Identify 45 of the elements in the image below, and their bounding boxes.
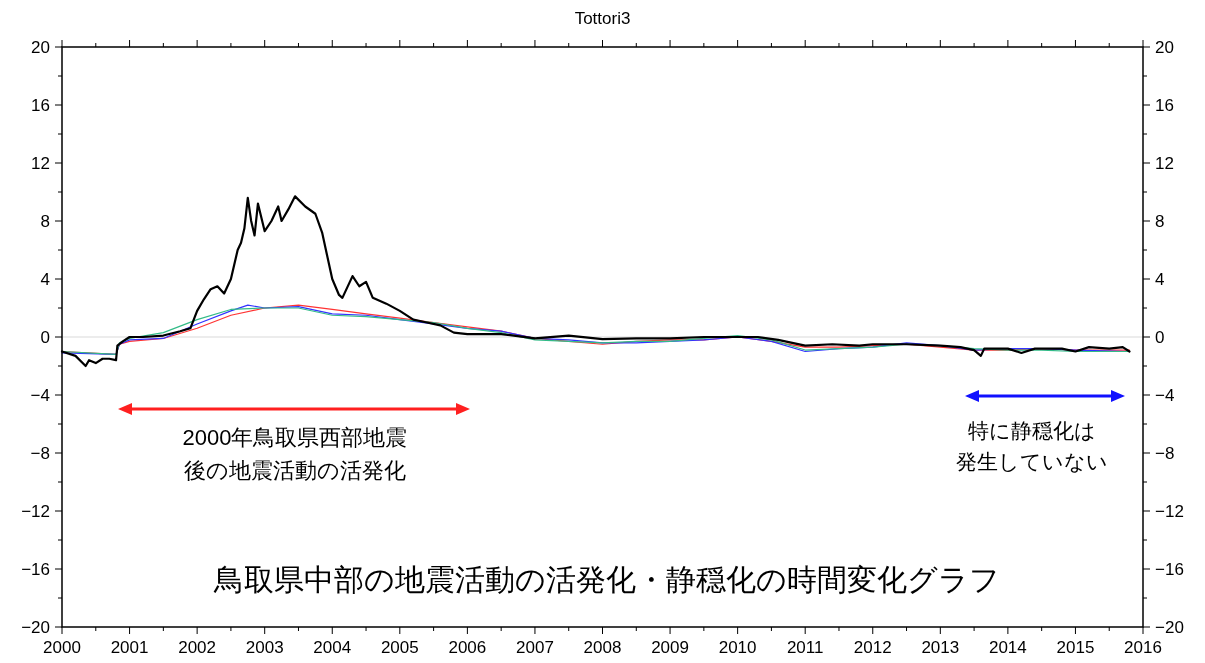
y2-tick-label: 8 [1155,212,1165,231]
annotation: 発生していない [956,450,1108,473]
y2-tick-label: −8 [1155,444,1175,463]
x-tick-label: 2004 [313,638,352,657]
x-tick-label: 2016 [1124,638,1162,657]
x-tick-label: 2015 [1056,638,1095,657]
y-tick-label: −4 [30,386,50,405]
x-tick-label: 2009 [651,638,689,657]
annotation: 後の地震活動の活発化 [184,458,406,483]
annotation: 2000年鳥取県西部地震 [182,425,408,450]
x-tick-label: 2013 [921,638,960,657]
y-tick-label: −8 [30,444,50,463]
y2-tick-label: 12 [1155,154,1174,173]
annotation: 特に静穏化は [968,419,1096,442]
x-tick-label: 2006 [448,638,487,657]
y2-tick-label: −16 [1155,560,1184,579]
x-tick-label: 2001 [110,638,149,657]
y2-tick-label: 20 [1155,38,1174,57]
chart-title: Tottori3 [574,9,631,28]
y2-tick-label: −20 [1155,618,1184,637]
x-tick-label: 2011 [786,638,824,657]
x-tick-label: 2014 [988,638,1027,657]
x-tick-label: 2002 [178,638,217,657]
y2-tick-label: 0 [1155,328,1165,347]
x-tick-label: 2000 [43,638,81,657]
y-tick-label: 8 [40,212,50,231]
y-tick-label: 0 [40,328,50,347]
y-tick-label: 20 [31,38,50,57]
y-tick-label: −16 [21,560,50,579]
annotation: 鳥取県中部の地震活動の活発化・静穏化の時間変化グラフ [213,563,1000,596]
y-tick-label: −12 [21,502,50,521]
y-tick-label: 16 [31,96,50,115]
y-tick-label: 12 [31,154,50,173]
y-tick-label: −20 [21,618,50,637]
y2-tick-label: 16 [1155,96,1174,115]
x-tick-label: 2005 [380,638,419,657]
x-tick-label: 2003 [245,638,284,657]
x-tick-label: 2008 [583,638,622,657]
x-tick-label: 2007 [516,638,554,657]
y2-tick-label: 4 [1155,270,1165,289]
y2-tick-label: −4 [1155,386,1175,405]
y2-tick-label: −12 [1155,502,1184,521]
y-tick-label: 4 [40,270,50,289]
x-tick-label: 2012 [853,638,892,657]
x-tick-label: 2010 [718,638,757,657]
